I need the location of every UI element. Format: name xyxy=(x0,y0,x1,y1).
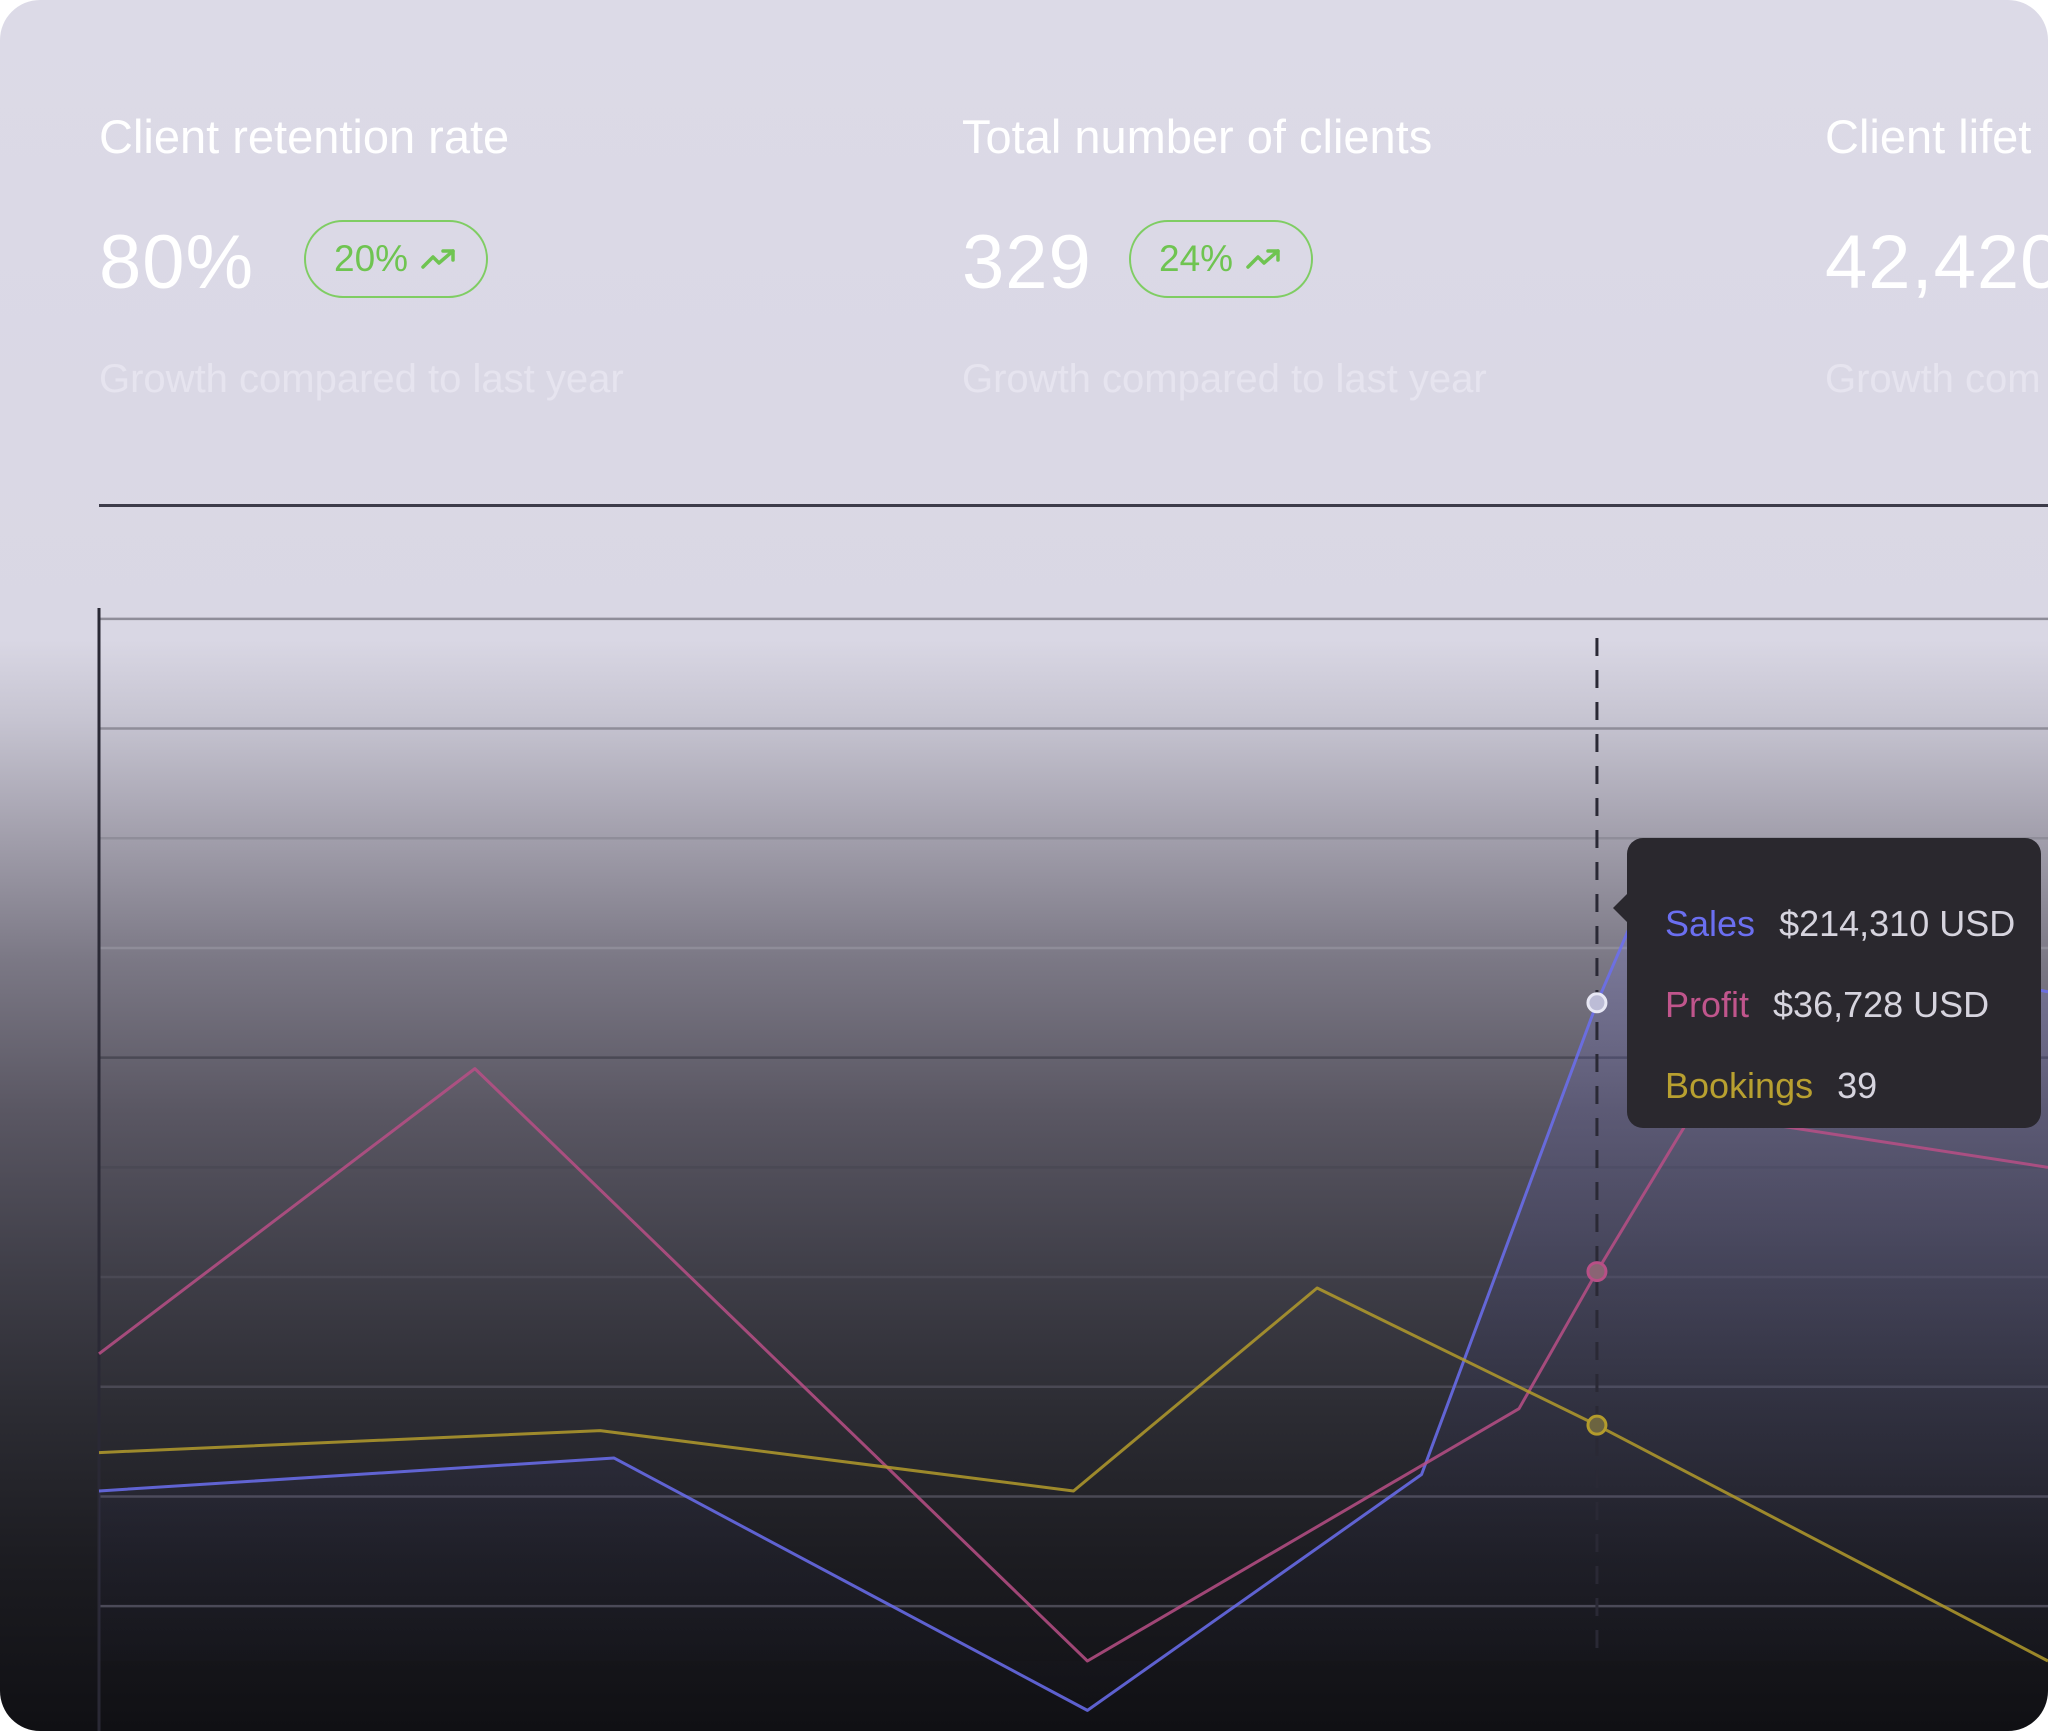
stat-title: Client retention rate xyxy=(99,110,510,163)
hover-points xyxy=(1586,992,1608,1436)
stat-subtitle: Growth compared to last year xyxy=(962,357,1487,401)
tooltip-value: 39 xyxy=(1837,1065,1878,1106)
stat-title: Client lifet xyxy=(1825,110,2032,163)
growth-badge: 24% xyxy=(1129,220,1314,298)
trending-up-icon xyxy=(1246,249,1280,269)
tooltip-label: Sales xyxy=(1665,903,1756,944)
tooltip-row-sales: Sales $214,310 USD xyxy=(1665,902,2015,946)
tooltip-label: Bookings xyxy=(1665,1065,1814,1106)
badge-value: 20% xyxy=(334,238,409,279)
tooltip-row-bookings: Bookings 39 xyxy=(1665,1064,1877,1108)
tooltip-row-profit: Profit $36,728 USD xyxy=(1665,983,1989,1027)
section-divider xyxy=(99,504,2048,507)
stat-subtitle: Growth com xyxy=(1825,357,2041,401)
tooltip-label: Profit xyxy=(1665,984,1750,1025)
chart-tooltip: Sales $214,310 USD Profit $36,728 USD Book… xyxy=(1613,838,2041,1128)
hover-point-sales xyxy=(1586,992,1608,1014)
tooltip-value: $36,728 USD xyxy=(1773,984,1990,1025)
tooltip-arrow xyxy=(1613,894,1627,922)
stat-title: Total number of clients xyxy=(962,110,1433,163)
series-line-bookings xyxy=(98,1286,2048,1663)
hover-point-profit xyxy=(1586,1261,1608,1283)
sales-area xyxy=(99,893,2048,1711)
tooltip-value: $214,310 USD xyxy=(1779,903,2016,944)
stat-value: 80% xyxy=(99,220,255,305)
trending-up-icon xyxy=(421,249,455,269)
stat-value: 42,420 xyxy=(1825,220,2048,305)
badge-value: 24% xyxy=(1159,238,1234,279)
hover-point-bookings xyxy=(1586,1414,1608,1436)
stat-value: 329 xyxy=(962,220,1092,305)
growth-badge: 20% xyxy=(304,220,489,298)
stat-subtitle: Growth compared to last year xyxy=(99,357,624,401)
area-layer xyxy=(99,893,2048,1711)
